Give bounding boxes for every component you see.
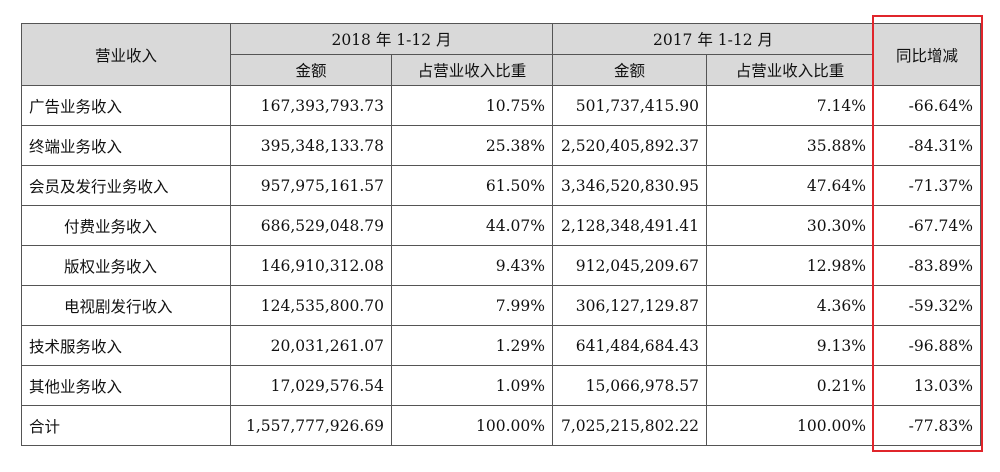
amount-2018-cell: 395,348,133.78 (230, 125, 392, 166)
table-row: 其他业务收入 17,029,576.54 1.09% 15,066,978.57 0.2… (21, 365, 981, 406)
table-body: 广告业务收入 167,393,793.73 10.75% 501,737,415.90… (21, 85, 981, 446)
table-row: 电视剧发行收入 124,535,800.70 7.99% 306,127,129.87… (21, 285, 981, 326)
amount-2017-cell: 3,346,520,830.95 (552, 165, 707, 206)
share-2017-cell: 7.14% (706, 85, 874, 126)
row-category: 广告业务收入 (21, 85, 231, 126)
row-category: 其他业务收入 (21, 365, 231, 406)
share-2017-cell: 100.00% (706, 405, 874, 446)
amount-2017-cell: 501,737,415.90 (552, 85, 707, 126)
table-row: 合计 1,557,777,926.69 100.00% 7,025,215,802.2… (21, 405, 981, 446)
row-category: 技术服务收入 (21, 325, 231, 366)
row-category: 电视剧发行收入 (21, 285, 231, 326)
share-2018-cell: 100.00% (391, 405, 553, 446)
share-2018-cell: 1.29% (391, 325, 553, 366)
row-category: 会员及发行业务收入 (21, 165, 231, 206)
header-amount-2018: 金额 (230, 54, 392, 86)
table-row: 技术服务收入 20,031,261.07 1.29% 641,484,684.43 9.… (21, 325, 981, 366)
header-period-2018: 2018 年 1-12 月 (230, 23, 553, 55)
share-2017-cell: 30.30% (706, 205, 874, 246)
share-2018-cell: 7.99% (391, 285, 553, 326)
header-share-2017: 占营业收入比重 (706, 54, 874, 86)
share-2018-cell: 25.38% (391, 125, 553, 166)
amount-2017-cell: 912,045,209.67 (552, 245, 707, 286)
table-row: 付费业务收入 686,529,048.79 44.07% 2,128,348,491.… (21, 205, 981, 246)
row-category: 付费业务收入 (21, 205, 231, 246)
amount-2017-cell: 641,484,684.43 (552, 325, 707, 366)
amount-2017-cell: 2,520,405,892.37 (552, 125, 707, 166)
row-category: 终端业务收入 (21, 125, 231, 166)
share-2017-cell: 9.13% (706, 325, 874, 366)
header-yoy: 同比增减 (873, 23, 981, 86)
row-category: 版权业务收入 (21, 245, 231, 286)
amount-2017-cell: 2,128,348,491.41 (552, 205, 707, 246)
share-2018-cell: 1.09% (391, 365, 553, 406)
amount-2018-cell: 146,910,312.08 (230, 245, 392, 286)
header-share-2018: 占营业收入比重 (391, 54, 553, 86)
yoy-cell: -83.89% (873, 245, 981, 286)
table-row: 终端业务收入 395,348,133.78 25.38% 2,520,405,892.… (21, 125, 981, 166)
amount-2018-cell: 686,529,048.79 (230, 205, 392, 246)
amount-2017-cell: 7,025,215,802.22 (552, 405, 707, 446)
table-header: 营业收入 2018 年 1-12 月 2017 年 1-12 月 同比增减 金额… (21, 23, 981, 86)
share-2018-cell: 10.75% (391, 85, 553, 126)
share-2017-cell: 35.88% (706, 125, 874, 166)
table-row: 版权业务收入 146,910,312.08 9.43% 912,045,209.67 1… (21, 245, 981, 286)
amount-2017-cell: 306,127,129.87 (552, 285, 707, 326)
share-2017-cell: 0.21% (706, 365, 874, 406)
header-amount-2017: 金额 (552, 54, 707, 86)
share-2018-cell: 44.07% (391, 205, 553, 246)
yoy-cell: -67.74% (873, 205, 981, 246)
revenue-table: 营业收入 2018 年 1-12 月 2017 年 1-12 月 同比增减 金额… (21, 23, 981, 446)
share-2017-cell: 47.64% (706, 165, 874, 206)
share-2017-cell: 4.36% (706, 285, 874, 326)
share-2018-cell: 9.43% (391, 245, 553, 286)
amount-2018-cell: 20,031,261.07 (230, 325, 392, 366)
yoy-cell: -59.32% (873, 285, 981, 326)
amount-2018-cell: 17,029,576.54 (230, 365, 392, 406)
share-2018-cell: 61.50% (391, 165, 553, 206)
yoy-cell: -96.88% (873, 325, 981, 366)
share-2017-cell: 12.98% (706, 245, 874, 286)
amount-2018-cell: 1,557,777,926.69 (230, 405, 392, 446)
amount-2018-cell: 124,535,800.70 (230, 285, 392, 326)
row-category: 合计 (21, 405, 231, 446)
header-period-2017: 2017 年 1-12 月 (552, 23, 874, 55)
yoy-cell: 13.03% (873, 365, 981, 406)
yoy-cell: -84.31% (873, 125, 981, 166)
amount-2018-cell: 167,393,793.73 (230, 85, 392, 126)
yoy-cell: -66.64% (873, 85, 981, 126)
amount-2017-cell: 15,066,978.57 (552, 365, 707, 406)
yoy-cell: -71.37% (873, 165, 981, 206)
table-row: 会员及发行业务收入 957,975,161.57 61.50% 3,346,520,8… (21, 165, 981, 206)
header-category: 营业收入 (21, 23, 231, 86)
amount-2018-cell: 957,975,161.57 (230, 165, 392, 206)
yoy-cell: -77.83% (873, 405, 981, 446)
table-row: 广告业务收入 167,393,793.73 10.75% 501,737,415.90… (21, 85, 981, 126)
